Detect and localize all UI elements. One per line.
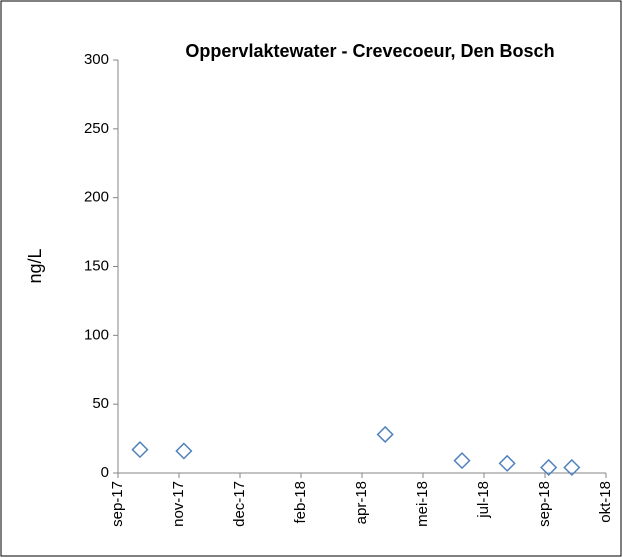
y-tick-label: 0 [101, 464, 109, 481]
y-axis-label: ng/L [25, 248, 45, 283]
y-tick-label: 100 [84, 326, 109, 343]
y-tick-label: 250 [84, 120, 109, 137]
y-tick-label: 50 [92, 395, 109, 412]
y-tick-label: 300 [84, 51, 109, 68]
y-tick-label: 150 [84, 257, 109, 274]
marker [540, 458, 558, 477]
x-tick-label: apr-18 [353, 481, 370, 524]
marker [131, 441, 149, 459]
x-tick-label: feb-18 [292, 481, 309, 524]
x-tick-label: sep-17 [109, 481, 126, 527]
x-tick-label: okt-18 [597, 481, 614, 523]
marker [376, 425, 394, 444]
x-tick-label: sep-18 [536, 481, 553, 527]
x-tick-label: jul-18 [475, 481, 492, 519]
marker [498, 454, 516, 472]
marker [453, 452, 471, 470]
marker [175, 442, 193, 460]
y-tick-label: 200 [84, 189, 109, 206]
x-tick-label: mei-18 [414, 481, 431, 527]
chart-title: Oppervlaktewater - Crevecoeur, Den Bosch [185, 41, 554, 61]
marker [563, 458, 581, 477]
x-tick-label: nov-17 [170, 481, 187, 527]
x-tick-label: dec-17 [231, 481, 248, 527]
